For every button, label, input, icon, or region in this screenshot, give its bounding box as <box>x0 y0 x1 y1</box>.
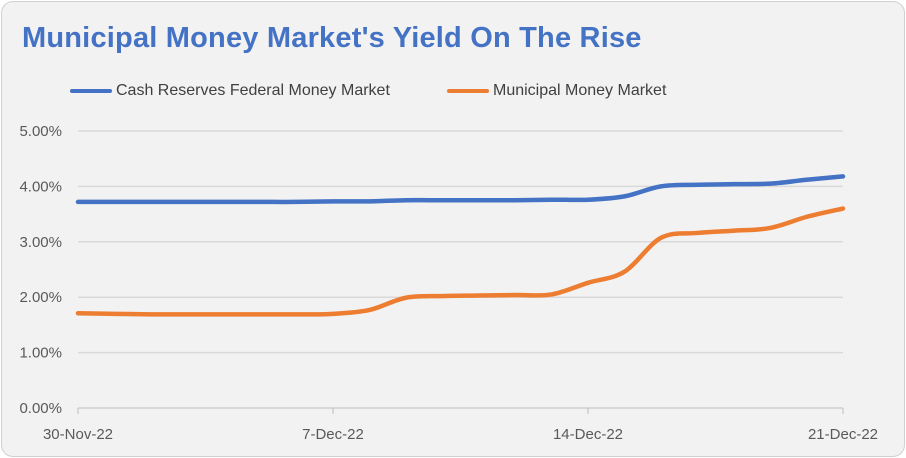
legend-item-cash-reserves: Cash Reserves Federal Money Market <box>70 82 390 100</box>
legend-swatch-blue <box>70 89 112 93</box>
legend-label: Cash Reserves Federal Money Market <box>116 82 390 99</box>
x-tick-label: 21-Dec-22 <box>808 426 878 443</box>
legend-item-municipal: Municipal Money Market <box>447 82 666 100</box>
x-tick-label: 7-Dec-22 <box>302 426 364 443</box>
y-tick-label: 5.00% <box>19 123 62 140</box>
legend-swatch-orange <box>447 89 489 93</box>
chart-title: Municipal Money Market's Yield On The Ri… <box>22 22 642 54</box>
y-tick-label: 1.00% <box>19 345 62 362</box>
x-tick-label: 14-Dec-22 <box>553 426 623 443</box>
series-line-municipal <box>75 206 846 317</box>
y-tick-label: 2.00% <box>19 289 62 306</box>
series-line-cash-reserves <box>75 174 846 205</box>
y-tick-label: 0.00% <box>19 400 62 417</box>
y-tick-label: 3.00% <box>19 234 62 251</box>
y-tick-label: 4.00% <box>19 178 62 195</box>
legend-label: Municipal Money Market <box>493 82 667 99</box>
x-tick-label: 30-Nov-22 <box>43 426 113 443</box>
